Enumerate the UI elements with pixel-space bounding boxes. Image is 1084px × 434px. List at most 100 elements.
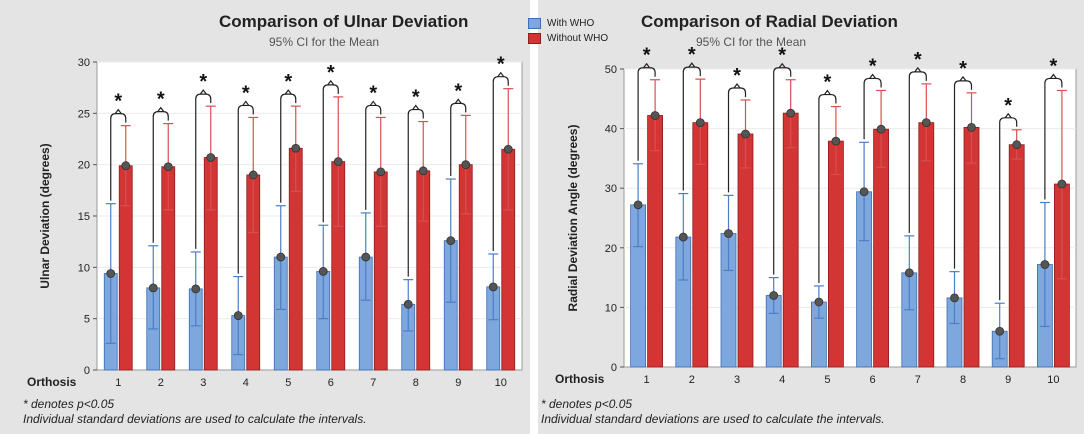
ulnar-y-tick-label: 30	[78, 57, 90, 69]
ulnar-mean-point-with-who	[276, 252, 286, 262]
radial-x-axis-label: Orthosis	[555, 372, 605, 386]
ulnar-x-tick-label: 4	[243, 377, 249, 389]
ulnar-x-tick-label: 9	[455, 377, 461, 389]
legend-label-without-who: Without WHO	[547, 33, 609, 44]
radial-deviation-chart: 0 10 20 30 40 50 Radial Deviation Angle (degre…	[555, 44, 1077, 386]
ulnar-significance-star: *	[369, 82, 377, 104]
radial-significance-bracket-tip	[1004, 112, 1012, 119]
radial-significance-bracket	[999, 117, 1018, 301]
ulnar-significance-bracket	[322, 84, 339, 223]
radial-mean-point-without-who	[741, 129, 750, 139]
radial-significance-bracket-tip	[688, 62, 696, 68]
ulnar-significance-bracket-tip	[157, 106, 165, 112]
radial-mean-point-with-who	[950, 293, 959, 303]
ulnar-significance-bracket-tip	[369, 100, 377, 106]
radial-y-tick-label: 50	[605, 64, 617, 76]
radial-significance-star: *	[824, 72, 832, 94]
radial-significance-bracket	[727, 87, 747, 193]
legend: With WHO Without WHO	[528, 16, 608, 46]
radial-significance-bracket	[637, 67, 656, 161]
ulnar-mean-point-without-who	[503, 144, 513, 154]
radial-mean-point-with-who	[678, 232, 688, 242]
radial-mean-point-without-who	[921, 118, 931, 128]
radial-mean-point-with-who	[724, 229, 733, 238]
ulnar-footnote-significance: * denotes p<0.05	[23, 397, 115, 411]
ulnar-significance-bracket	[195, 93, 212, 249]
ulnar-mean-point-with-who	[106, 269, 116, 278]
legend-swatch-with-who	[528, 18, 541, 29]
ulnar-x-axis-label: Orthosis	[27, 375, 77, 389]
legend-item-without-who: Without WHO	[528, 31, 608, 46]
ulnar-x-tick-label: 1	[115, 377, 121, 389]
ulnar-significance-star: *	[242, 82, 250, 104]
ulnar-y-tick-label: 0	[84, 365, 90, 377]
radial-x-tick-label: 1	[644, 374, 650, 386]
ulnar-significance-bracket-tip	[242, 100, 250, 106]
ulnar-significance-bracket-tip	[199, 89, 207, 95]
ulnar-chart-title: Comparison of Ulnar Deviation	[219, 12, 469, 31]
ulnar-significance-bracket	[365, 104, 382, 210]
ulnar-significance-bracket-tip	[114, 108, 122, 115]
radial-bar-without-who	[782, 112, 799, 368]
ulnar-mean-point-with-who	[233, 311, 243, 320]
radial-y-axis-label: Radial Deviation Angle (degrees)	[566, 125, 580, 312]
ulnar-y-tick-label: 10	[78, 262, 90, 274]
radial-significance-bracket-tip	[643, 62, 651, 69]
ulnar-footnote-intervals: Individual standard deviations are used …	[23, 412, 367, 426]
ulnar-significance-bracket-tip	[284, 89, 292, 95]
radial-significance-bracket	[953, 80, 973, 269]
ulnar-y-tick-label: 20	[78, 160, 90, 172]
ulnar-significance-star: *	[454, 80, 462, 102]
radial-mean-point-with-who	[769, 291, 779, 300]
radial-mean-point-without-who	[1057, 179, 1067, 189]
radial-footnote: * denotes p<0.05 Individual standard dev…	[541, 397, 885, 427]
ulnar-chart-subtitle: 95% CI for the Mean	[269, 35, 380, 49]
radial-significance-bracket	[1044, 77, 1063, 200]
radial-significance-bracket	[863, 77, 882, 140]
radial-x-tick-label: 5	[824, 374, 830, 386]
ulnar-y-axis-label: Ulnar Deviation (degrees)	[38, 143, 52, 288]
radial-x-tick-label: 2	[689, 374, 695, 386]
ulnar-mean-point-with-who	[403, 299, 413, 309]
radial-significance-bracket	[682, 66, 701, 191]
ulnar-x-tick-label: 3	[200, 377, 206, 389]
ulnar-footnote: * denotes p<0.05 Individual standard dev…	[23, 397, 367, 427]
radial-x-tick-label: 3	[734, 374, 740, 386]
legend-swatch-without-who	[528, 33, 541, 44]
ulnar-significance-bracket	[280, 93, 297, 203]
ulnar-y-tick-label: 5	[84, 314, 90, 326]
radial-mean-point-without-who	[831, 136, 841, 146]
radial-significance-star: *	[1050, 55, 1058, 77]
radial-mean-point-with-who	[904, 268, 914, 278]
radial-significance-bracket-tip	[778, 62, 786, 69]
ulnar-x-tick-label: 10	[495, 377, 507, 389]
ulnar-significance-bracket	[110, 113, 127, 201]
ulnar-mean-point-with-who	[488, 282, 498, 292]
ulnar-mean-point-without-who	[206, 153, 216, 162]
radial-significance-star: *	[643, 45, 651, 67]
ulnar-mean-point-without-who	[461, 160, 471, 170]
ulnar-x-tick-label: 8	[413, 377, 419, 389]
ulnar-significance-star: *	[199, 71, 207, 93]
ulnar-significance-star: *	[284, 71, 292, 93]
radial-significance-bracket	[908, 71, 927, 233]
radial-x-tick-label: 10	[1047, 374, 1059, 386]
ulnar-significance-star: *	[157, 89, 165, 111]
ulnar-mean-point-without-who	[333, 157, 343, 166]
radial-mean-point-without-who	[786, 108, 796, 118]
radial-x-tick-label: 9	[1005, 374, 1011, 386]
radial-chart-subtitle: 95% CI for the Mean	[696, 35, 807, 49]
radial-x-tick-label: 7	[915, 374, 921, 386]
radial-significance-bracket-tip	[914, 66, 922, 73]
radial-significance-star: *	[688, 44, 696, 66]
ulnar-mean-point-with-who	[318, 267, 328, 276]
ulnar-significance-star: *	[412, 87, 420, 109]
ulnar-significance-bracket	[450, 102, 467, 177]
radial-significance-star: *	[778, 45, 786, 67]
ulnar-significance-bracket	[407, 108, 424, 277]
ulnar-mean-point-without-who	[248, 170, 258, 180]
radial-footnote-significance: * denotes p<0.05	[541, 397, 633, 411]
ulnar-mean-point-with-who	[148, 283, 158, 293]
